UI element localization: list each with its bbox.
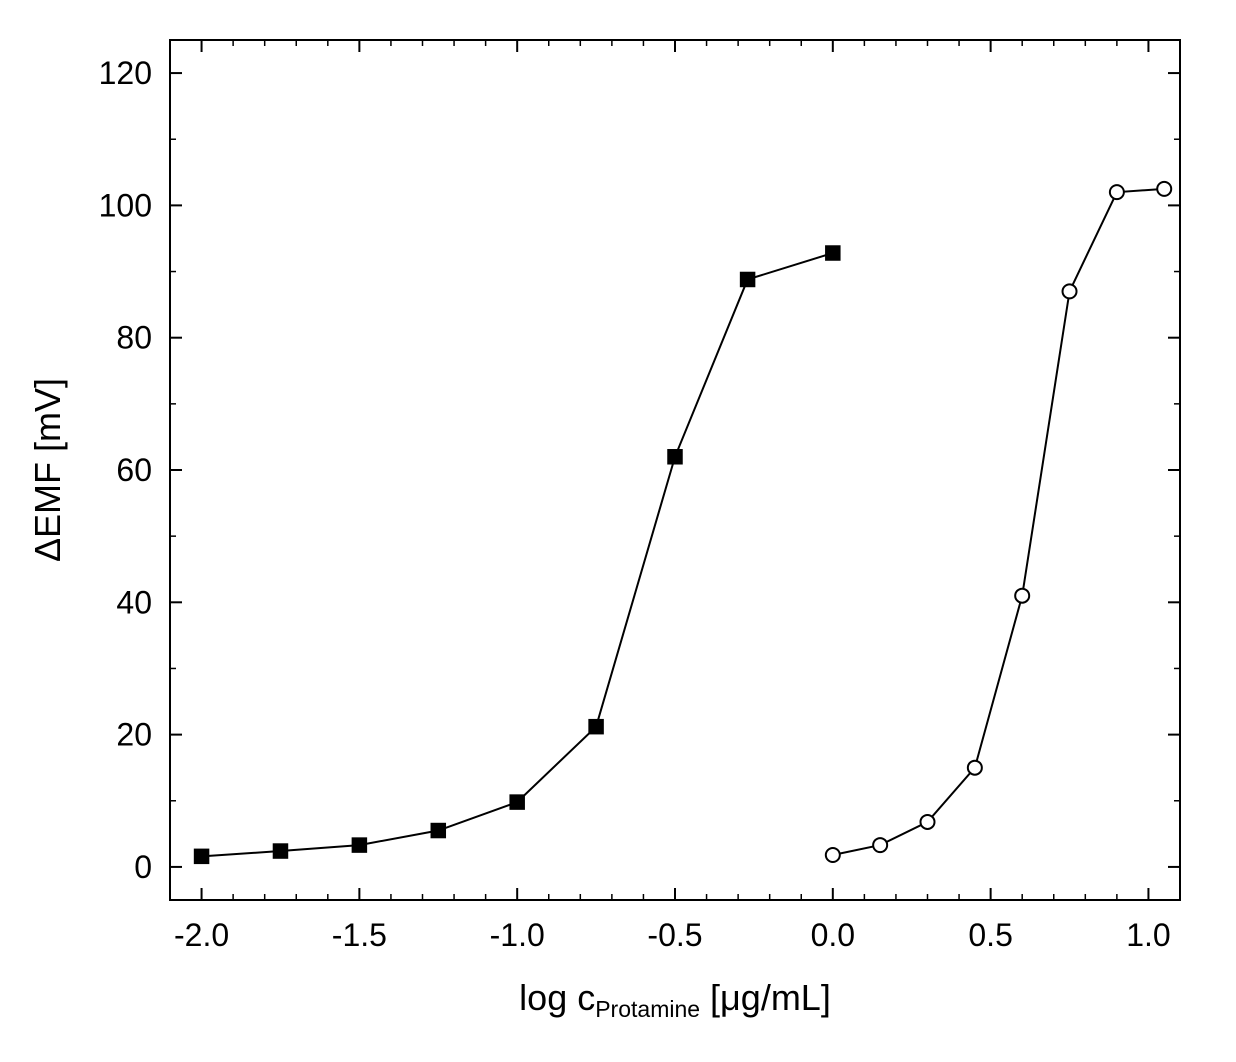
svg-text:40: 40 — [116, 584, 152, 620]
svg-text:60: 60 — [116, 452, 152, 488]
chart-container: -2.0 -1.5 -1.0 -0.5 0.0 0.5 1.0 0 20 40 60 80 100 120… — [0, 0, 1236, 1062]
svg-text:ΔEMF [mV]: ΔEMF [mV] — [27, 378, 68, 562]
svg-text:80: 80 — [116, 320, 152, 356]
svg-text:-1.5: -1.5 — [332, 917, 387, 953]
svg-text:0.5: 0.5 — [968, 917, 1012, 953]
svg-text:1.0: 1.0 — [1126, 917, 1170, 953]
svg-text:-2.0: -2.0 — [174, 917, 229, 953]
svg-text:-0.5: -0.5 — [647, 917, 702, 953]
svg-text:20: 20 — [116, 717, 152, 753]
svg-text:120: 120 — [99, 55, 152, 91]
chart-svg: -2.0 -1.5 -1.0 -0.5 0.0 0.5 1.0 0 20 40 60 80 100 120… — [0, 0, 1236, 1062]
svg-text:0: 0 — [134, 849, 152, 885]
svg-text:-1.0: -1.0 — [490, 917, 545, 953]
svg-text:100: 100 — [99, 187, 152, 223]
svg-text:0.0: 0.0 — [811, 917, 855, 953]
